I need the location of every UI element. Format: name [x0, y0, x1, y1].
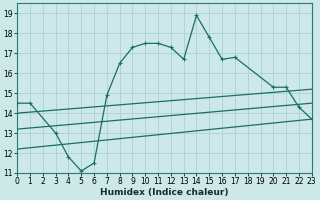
X-axis label: Humidex (Indice chaleur): Humidex (Indice chaleur) — [100, 188, 229, 197]
